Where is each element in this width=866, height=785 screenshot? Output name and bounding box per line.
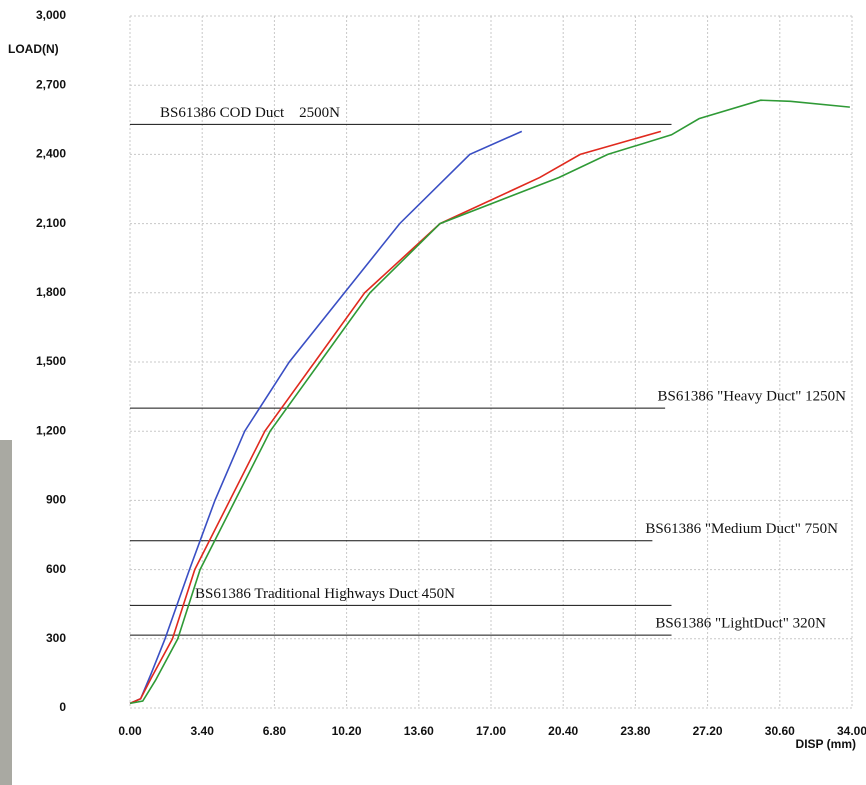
x-tick-label: 3.40 xyxy=(191,724,215,738)
reference-label: BS61386 "Heavy Duct" 1250N xyxy=(658,389,847,405)
y-tick-label: 2,700 xyxy=(36,77,66,91)
y-tick-label: 2,400 xyxy=(36,147,66,161)
x-tick-label: 17.00 xyxy=(476,724,506,738)
x-tick-label: 20.40 xyxy=(548,724,578,738)
x-tick-label: 34.00 xyxy=(837,724,866,738)
reference-label: BS61386 COD Duct 2500N xyxy=(160,105,340,121)
x-tick-label: 30.60 xyxy=(765,724,795,738)
y-tick-label: 1,500 xyxy=(36,354,66,368)
y-tick-label: 300 xyxy=(46,631,66,645)
y-tick-label: 2,100 xyxy=(36,216,66,230)
x-tick-label: 13.60 xyxy=(404,724,434,738)
y-tick-label: 900 xyxy=(46,493,66,507)
x-tick-label: 23.80 xyxy=(620,724,650,738)
data-line xyxy=(129,130,523,705)
y-tick-label: 1,200 xyxy=(36,423,66,437)
y-tick-label: 0 xyxy=(59,700,66,714)
y-tick-label: 1,800 xyxy=(36,285,66,299)
y-axis-label: LOAD(N) xyxy=(8,42,59,56)
y-tick-label: 600 xyxy=(46,562,66,576)
x-axis-label: DISP (mm) xyxy=(796,737,856,751)
x-tick-label: 6.80 xyxy=(263,724,287,738)
reference-label: BS61386 "LightDuct" 320N xyxy=(655,616,826,632)
data-line xyxy=(129,130,662,705)
reference-label: BS61386 "Medium Duct" 750N xyxy=(645,521,838,537)
x-tick-label: 27.20 xyxy=(693,724,723,738)
x-tick-label: 0.00 xyxy=(118,724,142,738)
x-tick-label: 10.20 xyxy=(332,724,362,738)
data-line xyxy=(129,99,850,705)
photo-edge xyxy=(0,440,12,785)
reference-label: BS61386 Traditional Highways Duct 450N xyxy=(195,586,455,602)
y-tick-label: 3,000 xyxy=(36,8,66,22)
